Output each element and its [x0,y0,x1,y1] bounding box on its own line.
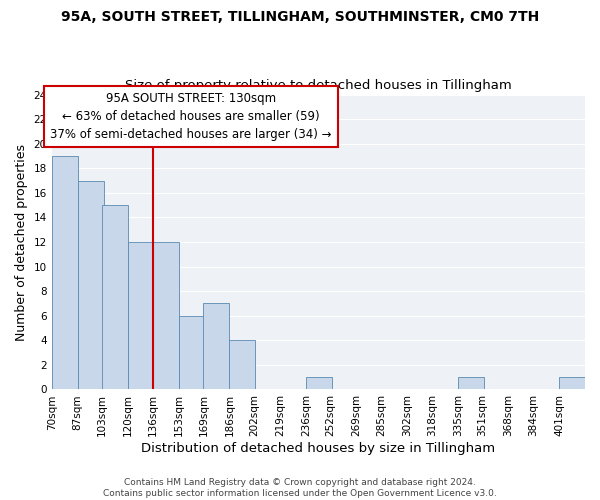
Bar [78,180,104,390]
Bar [102,205,128,390]
Text: 95A SOUTH STREET: 130sqm
← 63% of detached houses are smaller (59)
37% of semi-d: 95A SOUTH STREET: 130sqm ← 63% of detach… [50,92,332,141]
Bar [559,377,585,390]
Bar [52,156,78,390]
X-axis label: Distribution of detached houses by size in Tillingham: Distribution of detached houses by size … [141,442,496,455]
Bar [229,340,256,390]
Bar [179,316,205,390]
Text: 95A, SOUTH STREET, TILLINGHAM, SOUTHMINSTER, CM0 7TH: 95A, SOUTH STREET, TILLINGHAM, SOUTHMINS… [61,10,539,24]
Title: Size of property relative to detached houses in Tillingham: Size of property relative to detached ho… [125,79,512,92]
Bar [203,304,229,390]
Bar [458,377,484,390]
Text: Contains HM Land Registry data © Crown copyright and database right 2024.
Contai: Contains HM Land Registry data © Crown c… [103,478,497,498]
Y-axis label: Number of detached properties: Number of detached properties [15,144,28,340]
Bar [306,377,332,390]
Bar [153,242,179,390]
Bar [128,242,154,390]
